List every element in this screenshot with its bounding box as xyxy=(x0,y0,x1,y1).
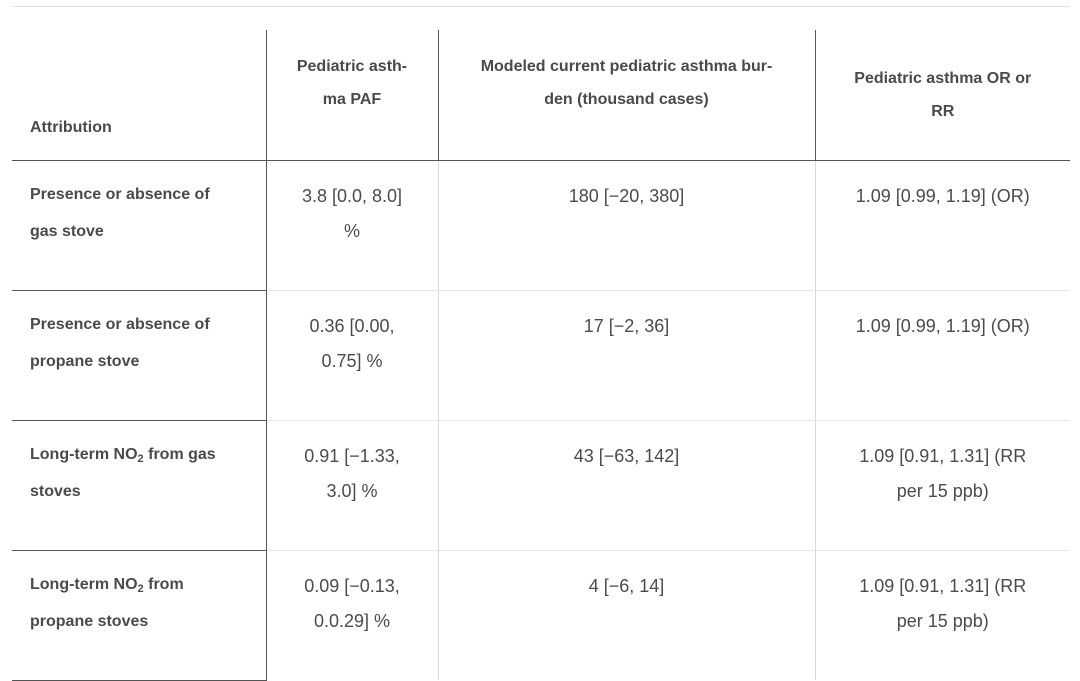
or-rr-cell: 1.09 [0.99, 1.19] (OR) xyxy=(815,160,1070,291)
header-or-rr-line1: Pediatric asthma OR or xyxy=(854,70,1032,87)
or-rr-cell: 1.09 [0.99, 1.19] (OR) xyxy=(815,290,1070,421)
attribution-subscript: 2 xyxy=(137,583,144,595)
table-row: Long-term NO2 from propane stoves 0.09 [… xyxy=(12,550,1070,681)
paf-line2: % xyxy=(343,221,360,241)
or-rr-cell: 1.09 [0.91, 1.31] (RR per 15 ppb) xyxy=(815,420,1070,551)
burden-cell: 4 [−6, 14] xyxy=(438,550,816,680)
or-rr-line2: per 15 ppb) xyxy=(896,611,989,631)
attribution-line2: stoves xyxy=(30,483,81,500)
attribution-post: from xyxy=(143,576,184,593)
paf-line2: 0.75] % xyxy=(321,351,383,371)
attribution-cell: Presence or absence of propane stove xyxy=(12,290,267,421)
burden-value: 4 [−6, 14] xyxy=(588,576,665,596)
paf-line1: 0.91 [−1.33, xyxy=(304,446,400,466)
attribution-line1: Presence or absence of xyxy=(30,186,210,203)
header-or-rr-line2: RR xyxy=(931,103,955,120)
paf-cell: 3.8 [0.0, 8.0] % xyxy=(266,160,439,291)
header-attribution-label: Attribution xyxy=(30,119,112,136)
attribution-line2: propane stoves xyxy=(30,613,149,630)
header-paf-line1: Pediatric asth- xyxy=(296,58,408,75)
attribution-line1: Presence or absence of xyxy=(30,316,210,333)
or-rr-line1: 1.09 [0.99, 1.19] (OR) xyxy=(855,186,1030,206)
asthma-attribution-table: Attribution Pediatric asth- ma PAF Model… xyxy=(12,30,1070,681)
attribution-line2: gas stove xyxy=(30,223,104,240)
or-rr-line1: 1.09 [0.91, 1.31] (RR xyxy=(859,446,1027,466)
or-rr-line1: 1.09 [0.99, 1.19] (OR) xyxy=(855,316,1030,336)
attribution-post: from gas xyxy=(143,446,216,463)
paf-line1: 0.09 [−0.13, xyxy=(304,576,400,596)
burden-value: 17 [−2, 36] xyxy=(583,316,670,336)
paf-line2: 3.0] % xyxy=(326,481,378,501)
table-row: Presence or absence of gas stove 3.8 [0.… xyxy=(12,160,1070,291)
paf-cell: 0.91 [−1.33, 3.0] % xyxy=(266,420,439,551)
burden-cell: 180 [−20, 380] xyxy=(438,160,816,291)
header-burden-line2: den (thousand cases) xyxy=(544,91,709,108)
attribution-pre: Long-term NO xyxy=(30,576,138,593)
header-attribution: Attribution xyxy=(12,30,267,161)
attribution-pre: Long-term NO xyxy=(30,446,138,463)
header-paf: Pediatric asth- ma PAF xyxy=(266,30,439,161)
attribution-subscript: 2 xyxy=(137,453,144,465)
header-or-rr: Pediatric asthma OR or RR xyxy=(815,30,1070,161)
header-burden-line1: Modeled current pediatric asthma bur- xyxy=(480,58,773,75)
table-header: Attribution Pediatric asth- ma PAF Model… xyxy=(12,30,1070,161)
attribution-line2: propane stove xyxy=(30,353,140,370)
or-rr-line2: per 15 ppb) xyxy=(896,481,989,501)
burden-value: 180 [−20, 380] xyxy=(568,186,685,206)
table-row: Long-term NO2 from gas stoves 0.91 [−1.3… xyxy=(12,420,1070,551)
paf-cell: 0.09 [−0.13, 0.0.29] % xyxy=(266,550,439,680)
table-row: Presence or absence of propane stove 0.3… xyxy=(12,290,1070,421)
paf-cell: 0.36 [0.00, 0.75] % xyxy=(266,290,439,421)
header-burden: Modeled current pediatric asthma bur- de… xyxy=(438,30,816,161)
paf-line1: 0.36 [0.00, xyxy=(309,316,395,336)
top-rule xyxy=(12,6,1070,7)
or-rr-cell: 1.09 [0.91, 1.31] (RR per 15 ppb) xyxy=(815,551,1070,681)
table-body: Presence or absence of gas stove 3.8 [0.… xyxy=(12,160,1070,681)
or-rr-line1: 1.09 [0.91, 1.31] (RR xyxy=(859,576,1027,596)
header-paf-line2: ma PAF xyxy=(322,91,382,108)
paf-line1: 3.8 [0.0, 8.0] xyxy=(301,186,403,206)
burden-cell: 17 [−2, 36] xyxy=(438,290,816,421)
header-row: Attribution Pediatric asth- ma PAF Model… xyxy=(12,30,1070,161)
attribution-cell: Presence or absence of gas stove xyxy=(12,160,267,291)
attribution-cell: Long-term NO2 from gas stoves xyxy=(12,420,267,551)
paf-line2: 0.0.29] % xyxy=(313,611,391,631)
attribution-cell: Long-term NO2 from propane stoves xyxy=(12,550,267,681)
burden-cell: 43 [−63, 142] xyxy=(438,420,816,551)
burden-value: 43 [−63, 142] xyxy=(573,446,680,466)
